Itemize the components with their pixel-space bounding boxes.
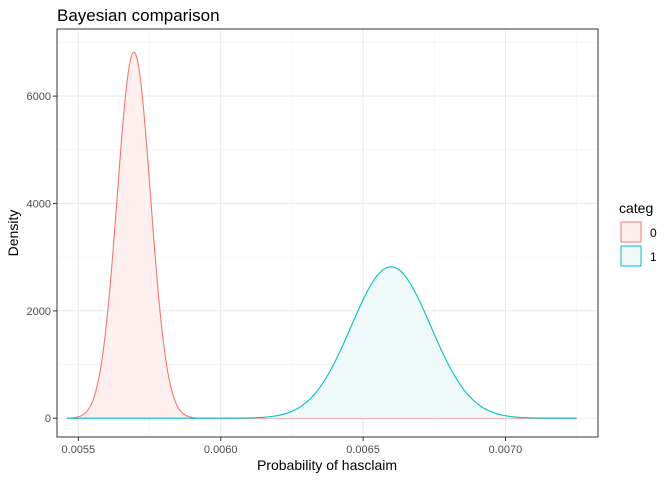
- density-area-1: [66, 266, 577, 419]
- y-axis-title: Density: [5, 210, 21, 257]
- plot-border: [56, 28, 599, 438]
- x-tick-label: 0.0055: [62, 444, 96, 456]
- legend-key-1: [620, 245, 642, 267]
- chart-title: Bayesian comparison: [57, 6, 220, 25]
- density-area-0: [66, 52, 577, 419]
- legend-key-0: [620, 221, 642, 243]
- x-tick-label: 0.0065: [346, 444, 380, 456]
- legend-title: categ: [619, 200, 653, 216]
- y-tick-label: 2000: [27, 306, 51, 318]
- x-tick-label: 0.0060: [204, 444, 238, 456]
- density-line-1: [66, 266, 577, 419]
- y-tick-label: 6000: [27, 91, 51, 103]
- y-tick-label: 4000: [27, 198, 51, 210]
- legend: categ 0 1: [619, 200, 657, 267]
- x-tick-label: 0.0070: [489, 444, 523, 456]
- x-axis: 0.0055 0.0060 0.0065 0.0070: [62, 437, 523, 456]
- y-axis: 0 2000 4000 6000: [27, 91, 57, 425]
- y-tick-label: 0: [45, 413, 51, 425]
- x-axis-title: Probability of hasclaim: [257, 457, 397, 473]
- grid-minor: [57, 29, 598, 437]
- legend-label-1: 1: [650, 250, 657, 264]
- legend-label-0: 0: [650, 226, 657, 240]
- series-layer: [66, 51, 577, 419]
